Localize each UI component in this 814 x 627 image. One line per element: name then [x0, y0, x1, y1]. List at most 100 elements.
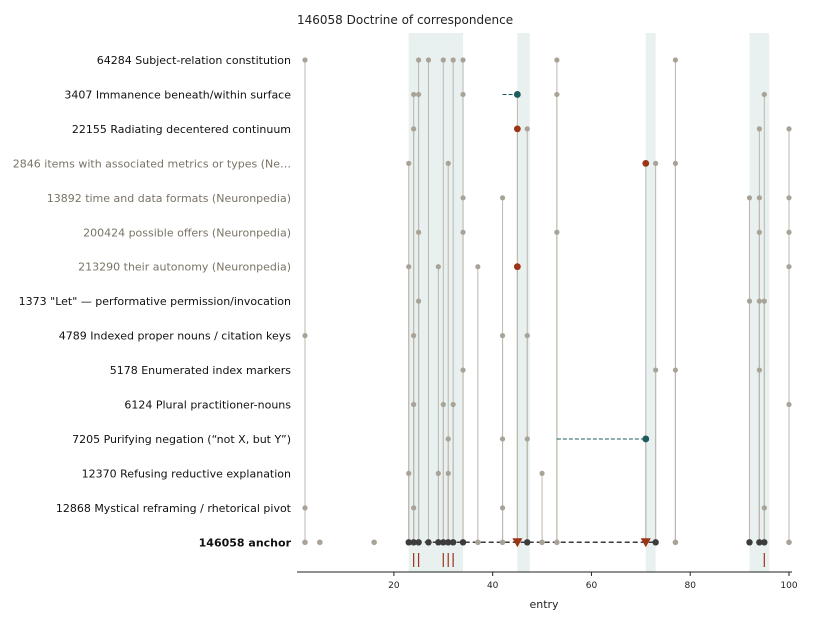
anchor-point-dark — [459, 539, 467, 546]
anchor-point — [475, 539, 481, 546]
data-point — [435, 470, 441, 476]
highlight-band — [645, 33, 656, 572]
anchor-point — [786, 539, 792, 546]
highlight-point — [513, 91, 521, 98]
row-label: 200424 possible offers (Neuronpedia) — [83, 226, 291, 239]
row-label: 12370 Refusing reductive explanation — [82, 467, 291, 480]
row-label: 12868 Mystical reframing / rhetorical pi… — [56, 502, 292, 515]
data-point — [499, 333, 506, 339]
anchor-point — [499, 539, 506, 546]
data-point — [786, 264, 792, 270]
anchor-point — [539, 539, 545, 546]
data-point — [445, 470, 451, 476]
data-point — [460, 367, 466, 373]
data-point — [761, 298, 767, 304]
data-point — [475, 264, 481, 270]
data-point — [761, 91, 767, 98]
x-tick-label: 40 — [487, 581, 499, 591]
row-label: 6124 Plural practitioner-nouns — [124, 399, 291, 412]
anchor-point-dark — [410, 539, 417, 546]
data-point — [499, 505, 506, 511]
data-point — [524, 436, 530, 442]
anchor-point-dark — [405, 539, 412, 546]
data-point — [554, 91, 560, 98]
anchor-point-dark — [440, 539, 447, 546]
data-point — [450, 57, 456, 63]
data-point — [445, 160, 451, 166]
data-point — [653, 367, 659, 373]
data-point — [499, 436, 506, 442]
data-point — [746, 298, 753, 304]
highlight-point — [642, 159, 650, 167]
x-tick-label: 100 — [780, 581, 797, 591]
anchor-point-dark — [746, 539, 753, 546]
data-point — [445, 436, 451, 442]
data-point — [761, 505, 767, 511]
data-point — [756, 126, 762, 132]
anchor-point — [672, 539, 679, 546]
data-point — [415, 91, 422, 98]
data-point — [786, 229, 792, 235]
row-label: 4789 Indexed proper nouns / citation key… — [59, 330, 291, 343]
data-point — [415, 229, 422, 235]
anchor-point — [302, 539, 308, 546]
row-label: 1373 "Let" — performative permission/inv… — [19, 295, 291, 308]
stems — [304, 60, 790, 544]
highlight-point — [513, 263, 521, 271]
data-point — [450, 401, 456, 408]
data-point — [406, 470, 412, 476]
data-point — [756, 195, 762, 201]
data-point — [539, 470, 545, 476]
row-label: 7205 Purifying negation (“not X, but Y”) — [72, 433, 291, 446]
anchor-point-dark — [449, 539, 457, 546]
row-label: 213290 their autonomy (Neuronpedia) — [78, 261, 291, 274]
anchor-point — [554, 539, 560, 546]
row-label: 22155 Radiating decentered continuum — [72, 123, 291, 136]
points — [302, 57, 792, 567]
data-point — [302, 505, 308, 511]
x-tick-label: 60 — [586, 581, 598, 591]
data-point — [672, 160, 679, 166]
highlight-point — [642, 435, 650, 443]
data-point — [415, 298, 422, 304]
x-tick-label: 20 — [388, 581, 400, 591]
anchor-point — [371, 539, 377, 546]
data-point — [786, 126, 792, 132]
data-point — [756, 367, 762, 373]
row-label: 5178 Enumerated index markers — [110, 364, 292, 377]
anchor-point-dark — [761, 539, 768, 546]
anchor-point-dark — [524, 539, 531, 546]
row-label: 64284 Subject-relation constitution — [97, 54, 291, 67]
anchor-point-dark — [435, 539, 442, 546]
data-point — [786, 401, 792, 408]
x-axis-label: entry — [529, 598, 559, 611]
row-label: 146058 anchor — [199, 536, 292, 549]
data-point — [411, 333, 417, 339]
data-point — [406, 160, 412, 166]
x-axis: 20 40 60 80 100 — [297, 571, 798, 591]
x-tick-label: 80 — [684, 581, 696, 591]
data-point — [554, 229, 560, 235]
anchor-point-dark — [756, 539, 763, 546]
anchor-point-dark — [652, 539, 659, 546]
row-label: 3407 Immanence beneath/within surface — [64, 88, 291, 101]
data-point — [411, 505, 417, 511]
data-point — [460, 229, 466, 235]
data-point — [746, 195, 753, 201]
data-point — [411, 126, 417, 132]
data-point — [406, 264, 412, 270]
anchor-triangle — [640, 538, 651, 548]
anchor-point — [317, 539, 323, 546]
data-point — [786, 195, 792, 201]
data-point — [460, 57, 466, 63]
data-point — [499, 195, 506, 201]
data-point — [302, 57, 308, 63]
anchor-point-dark — [445, 539, 452, 546]
data-point — [440, 401, 446, 408]
data-point — [302, 333, 308, 339]
highlight-point — [513, 125, 521, 133]
data-point — [653, 160, 659, 166]
data-point — [425, 57, 432, 63]
data-point — [756, 298, 762, 304]
